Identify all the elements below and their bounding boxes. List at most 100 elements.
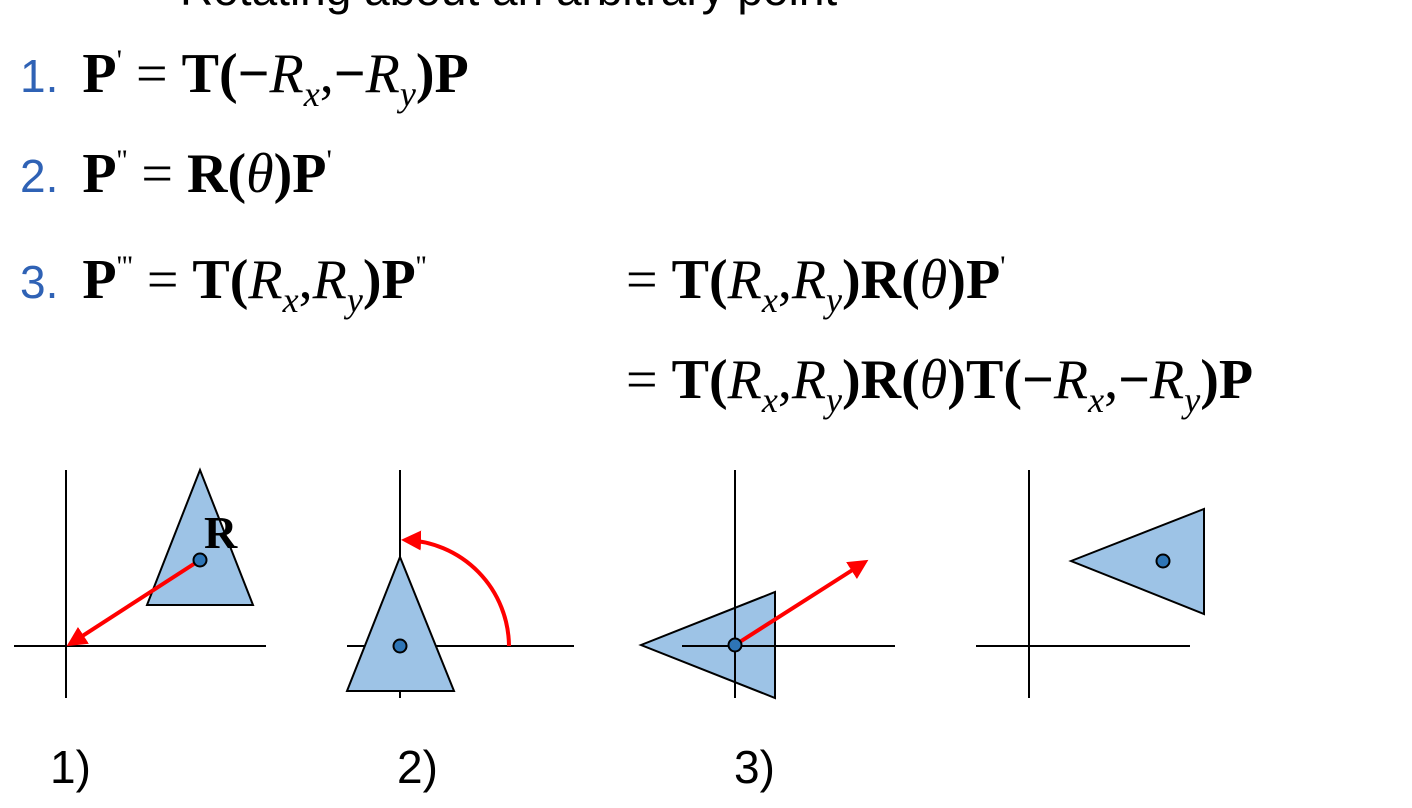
panel-4-pivot-point — [1155, 553, 1171, 569]
pivot-point-label: R — [204, 507, 238, 558]
panel-2 — [345, 470, 574, 698]
panel-2-triangle — [345, 554, 456, 692]
eq3-comma: , — [298, 249, 313, 311]
cont1-sub-y: y — [826, 280, 843, 320]
cont1-close: ) — [842, 249, 861, 311]
cont1-p: P — [965, 249, 1001, 311]
eq1-rx: R — [269, 43, 304, 105]
cont1-prime: ' — [1000, 250, 1006, 283]
panel-2-pivot-point — [392, 638, 408, 654]
eq2-equals: = — [141, 143, 173, 205]
eq2-p-prime: ' — [326, 144, 332, 177]
cont1-close2: ) — [947, 249, 966, 311]
eq2-prime: '' — [116, 144, 128, 177]
eq3-t: T — [192, 249, 230, 311]
eq1-comma: , — [319, 43, 334, 105]
eq1-open: ( — [218, 43, 238, 105]
cont2-neg-y: − — [1118, 349, 1151, 411]
eq3-prime: ''' — [116, 250, 133, 283]
cont1-r: R — [860, 249, 902, 311]
cont2-open: ( — [708, 349, 728, 411]
eq1-prime: ' — [116, 44, 122, 77]
panel-1: R — [14, 467, 266, 698]
cont2-comma2: , — [1104, 349, 1119, 411]
cont1-rx: R — [727, 249, 762, 311]
eq3-close: ) — [362, 249, 382, 311]
cont2-rx2: R — [1053, 349, 1089, 411]
panel-1-translate-arrow — [66, 558, 202, 647]
cont2-neg-x: − — [1021, 349, 1054, 411]
panel-3-pivot-point — [727, 637, 743, 653]
cont1-sub-x: x — [761, 280, 778, 320]
eq3-sub-y: y — [346, 280, 363, 320]
cont2-close3: ) — [1200, 349, 1219, 411]
eq1-equals: = — [136, 43, 168, 105]
eq1-ry: R — [365, 43, 400, 105]
eq1-sub-x: x — [303, 74, 320, 114]
eq1-close: ) — [415, 43, 435, 105]
equation-3: 3. P''' = T(Rx,Ry)P'' — [20, 249, 427, 319]
cont1-open2: ( — [901, 249, 920, 311]
eq3-rx: R — [248, 249, 283, 311]
eq1-neg-x: − — [237, 43, 270, 105]
eq3-p-prime: '' — [415, 250, 427, 283]
eq2-close: ) — [273, 143, 293, 205]
equation-1: 1. P' = T(−Rx,−Ry)P — [20, 43, 469, 113]
panel-3-translate-arrow — [733, 559, 869, 647]
panel-label-2: 2) — [397, 741, 438, 793]
step-number-2: 2. — [20, 150, 59, 202]
cont2-open3: ( — [1003, 349, 1022, 411]
equation-3-continued-1: = T(Rx,Ry)R(θ)P' — [626, 249, 1006, 319]
cont2-p: P — [1218, 349, 1254, 411]
cont2-close: ) — [842, 349, 861, 411]
eq2-p: P — [82, 143, 117, 205]
eq1-neg-y: − — [333, 43, 366, 105]
cont2-sub-y: y — [826, 380, 843, 420]
eq2-p-rhs: P — [292, 143, 327, 205]
panel-1-triangle — [145, 467, 255, 606]
eq3-open: ( — [229, 249, 249, 311]
panel-1-pivot-point — [192, 552, 208, 568]
cont2-rx: R — [727, 349, 762, 411]
cont1-open: ( — [708, 249, 728, 311]
eq1-t: T — [181, 43, 219, 105]
eq3-p-rhs: P — [381, 249, 416, 311]
panel-label-3: 3) — [734, 741, 775, 793]
step-number-3: 3. — [20, 256, 59, 308]
eq3-equals: = — [146, 249, 179, 311]
cont2-comma: , — [777, 349, 792, 411]
eq1-p-rhs: P — [434, 43, 469, 105]
slide-title: Rotating about an arbitrary point — [180, 0, 837, 16]
cont1-comma: , — [777, 249, 792, 311]
cont2-t2: T — [965, 349, 1004, 411]
panel-2-rotation-arc — [401, 530, 511, 647]
eq1-p: P — [82, 43, 117, 105]
equation-3-continued-2: = T(Rx,Ry)R(θ)T(−Rx,−Ry)P — [626, 349, 1254, 418]
cont2-sub-x2: x — [1088, 380, 1105, 420]
eq3-p: P — [82, 249, 117, 311]
cont1-theta: θ — [919, 249, 948, 311]
eq2-theta: θ — [246, 143, 274, 205]
cont2-ry: R — [791, 349, 827, 411]
cont2-sub-y2: y — [1184, 380, 1201, 420]
cont2-close2: ) — [947, 349, 966, 411]
eq3-ry: R — [312, 249, 347, 311]
eq1-sub-y: y — [399, 74, 416, 114]
eq2-r: R — [187, 143, 228, 205]
cont2-theta: θ — [919, 349, 948, 411]
cont2-t: T — [671, 349, 709, 411]
cont2-equals: = — [626, 349, 658, 411]
cont1-ry: R — [791, 249, 827, 311]
cont2-open2: ( — [901, 349, 920, 411]
eq2-open: ( — [227, 143, 247, 205]
cont1-equals: = — [626, 249, 658, 311]
panel-4-triangle — [1068, 507, 1205, 616]
cont1-t: T — [671, 249, 709, 311]
cont2-sub-x: x — [761, 380, 778, 420]
panel-4 — [976, 470, 1205, 698]
cont2-r: R — [860, 349, 902, 411]
step-number-1: 1. — [20, 50, 59, 102]
cont2-ry2: R — [1150, 349, 1185, 411]
panel-3 — [638, 470, 895, 700]
